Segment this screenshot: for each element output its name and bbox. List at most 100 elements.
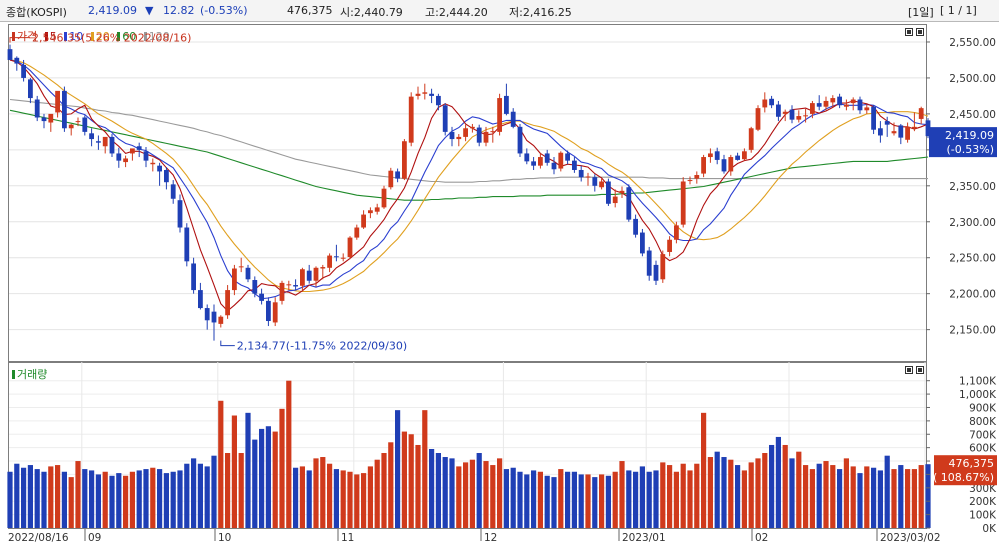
candle-body (463, 128, 468, 137)
volume-bars (7, 380, 931, 528)
candle-body (640, 232, 645, 254)
period-selector[interactable]: [1일] (908, 6, 934, 19)
candle (626, 184, 632, 222)
volume-bar (367, 466, 373, 528)
candle-body (225, 290, 230, 316)
candle-body (803, 115, 808, 117)
candle (816, 95, 822, 111)
volume-bar (306, 470, 312, 528)
ma60-line (9, 109, 929, 201)
candle-body (490, 131, 496, 133)
volume-panel-minimize-button[interactable] (905, 366, 913, 374)
x-tick-label: 2023/01 (622, 532, 666, 544)
volume-bar (259, 428, 265, 528)
legend-price[interactable]: 가격 (12, 30, 37, 43)
volume-bar (809, 469, 815, 528)
candle-body (633, 218, 638, 235)
price-panel-close-button[interactable] (916, 28, 924, 36)
symbol-name[interactable]: 종합(KOSPI) (6, 6, 67, 19)
candle-body (585, 176, 591, 178)
candle (878, 121, 883, 143)
candle (687, 176, 693, 185)
ma10-line (9, 59, 929, 300)
candle-body (558, 152, 564, 169)
volume-bar (735, 465, 741, 528)
candle-body (551, 162, 557, 170)
candle (136, 142, 142, 158)
volume-bar (483, 461, 489, 528)
candle (633, 214, 638, 238)
candle-body (320, 267, 326, 269)
candle (272, 297, 278, 327)
candle-body (898, 125, 904, 138)
volume-bar (782, 444, 788, 528)
candle (524, 148, 530, 165)
legend-ma120[interactable]: 120 (143, 30, 170, 43)
volume-bar (707, 457, 713, 528)
candle (606, 178, 611, 206)
price-panel-minimize-button[interactable] (905, 28, 913, 36)
volume-bar (463, 462, 469, 528)
candle (28, 77, 33, 104)
volume-bar (279, 408, 285, 528)
volume-bar (667, 465, 673, 528)
candle-body (470, 126, 475, 129)
volume-legend[interactable]: 거래량 (12, 366, 47, 382)
legend-ma60[interactable]: 60 (117, 30, 136, 43)
candle (565, 150, 570, 165)
candle (837, 93, 842, 109)
candle (89, 128, 94, 147)
legend-ma5[interactable]: 5 (44, 30, 57, 43)
candle (266, 297, 271, 327)
volume-bar (796, 451, 802, 528)
low-marker-line (220, 340, 235, 347)
volume-bar (843, 458, 849, 528)
candle-body (347, 237, 353, 258)
volume-bar (408, 434, 414, 528)
volume-bar (476, 453, 482, 528)
candle (293, 279, 298, 291)
candle-body (102, 136, 108, 147)
volume-bar (61, 471, 67, 528)
volume-bar (857, 473, 863, 528)
candle (830, 95, 836, 108)
candle (306, 264, 312, 284)
candle-body (776, 104, 781, 117)
volume-bar (150, 467, 156, 528)
volume-bar (898, 465, 904, 528)
candle (422, 83, 428, 100)
candle-body (211, 311, 217, 323)
candle-body (354, 227, 360, 238)
price-tick-label: 2,250.00 (949, 253, 996, 265)
volume-bar (565, 471, 571, 528)
legend-ma10[interactable]: 10 (64, 30, 83, 43)
candle (694, 171, 700, 184)
candle (850, 97, 856, 111)
candle (143, 146, 149, 168)
candle (755, 105, 761, 132)
candle-body (123, 158, 128, 163)
volume-bar (660, 462, 666, 528)
candle-body (925, 120, 931, 137)
candle-body (599, 181, 604, 188)
candle (334, 244, 339, 262)
volume-bar (401, 431, 407, 528)
candle (578, 165, 584, 182)
candle (157, 162, 162, 186)
candle (796, 110, 802, 123)
candle-body (157, 165, 162, 172)
volume-bar (694, 463, 700, 528)
candle (912, 112, 917, 132)
volume-bar (41, 471, 47, 528)
legend-ma20[interactable]: 20 (90, 30, 110, 43)
candle (674, 221, 679, 244)
volume-bar (34, 469, 40, 528)
volume-panel-close-button[interactable] (916, 366, 924, 374)
candle-body (626, 187, 632, 220)
candle (41, 113, 47, 129)
candle (62, 86, 67, 132)
candle (116, 147, 122, 168)
price-change-pct: (-0.53%) (200, 4, 248, 17)
volume-bar (537, 471, 543, 528)
